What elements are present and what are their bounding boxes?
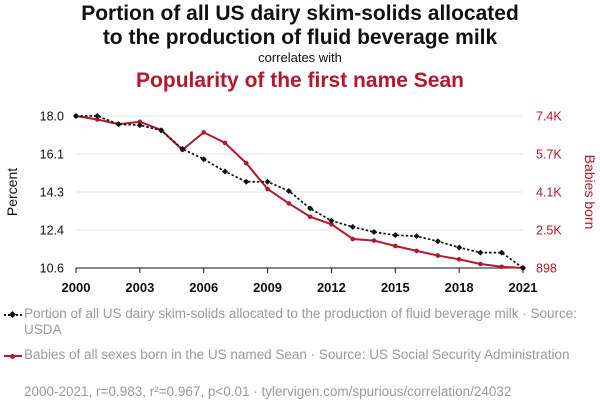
data-point-dairy bbox=[285, 187, 292, 194]
data-point-sean bbox=[286, 201, 292, 206]
x-tick-label: 2015 bbox=[381, 280, 410, 295]
legend-label-2: Babies of all sexes born in the US named… bbox=[24, 347, 570, 362]
y-right-tick-label: 5.7K bbox=[536, 148, 562, 162]
data-point-dairy bbox=[392, 232, 399, 239]
correlates-with-label: correlates with bbox=[258, 50, 342, 65]
data-point-sean bbox=[222, 140, 228, 146]
data-point-dairy bbox=[477, 249, 484, 256]
data-point-dairy bbox=[456, 244, 463, 251]
data-point-sean bbox=[456, 257, 462, 262]
data-point-dairy bbox=[94, 113, 101, 119]
y-right-tick-label: 7.4K bbox=[536, 110, 562, 124]
x-tick-label: 2012 bbox=[317, 280, 346, 295]
data-point-dairy bbox=[179, 145, 186, 152]
footer-stats: 2000-2021, r=0.983, r²=0.967, p<0.01 · t… bbox=[24, 384, 512, 399]
chart-title-secondary: Popularity of the first name Sean bbox=[136, 69, 464, 92]
data-point-dairy bbox=[73, 113, 79, 119]
x-tick-label: 2003 bbox=[125, 280, 154, 295]
data-point-dairy bbox=[328, 217, 335, 224]
data-point-dairy bbox=[264, 178, 271, 185]
legend-swatch-2 bbox=[4, 353, 22, 359]
data-point-sean bbox=[414, 248, 419, 254]
x-tick-label: 2000 bbox=[62, 280, 91, 295]
y-left-axis-title: Percent bbox=[4, 168, 20, 216]
legend-swatch-1 bbox=[4, 310, 22, 318]
data-point-sean bbox=[478, 261, 483, 267]
data-point-sean bbox=[350, 236, 356, 242]
data-point-dairy bbox=[498, 249, 505, 256]
data-point-dairy bbox=[434, 238, 441, 245]
data-point-sean bbox=[201, 130, 207, 135]
y-right-tick-label: 4.1K bbox=[536, 186, 562, 200]
y-right-axis-title: Babies born bbox=[582, 155, 598, 230]
data-point-sean bbox=[392, 243, 398, 249]
data-point-dairy bbox=[158, 127, 165, 134]
data-point-dairy bbox=[115, 121, 122, 128]
chart-title: Portion of all US dairy skim-solids allo… bbox=[0, 2, 600, 50]
data-point-sean bbox=[94, 117, 100, 122]
data-point-dairy bbox=[136, 122, 143, 129]
data-point-sean bbox=[243, 160, 249, 166]
data-point-sean bbox=[265, 186, 270, 192]
legend-label-1: Portion of all US dairy skim-solids allo… bbox=[24, 306, 578, 337]
data-point-sean bbox=[371, 238, 377, 243]
y-left-tick-label: 18.0 bbox=[40, 110, 64, 124]
data-point-sean bbox=[499, 264, 505, 270]
data-point-sean bbox=[137, 119, 143, 125]
data-point-dairy bbox=[243, 178, 250, 185]
x-tick-label: 2018 bbox=[445, 280, 474, 295]
y-left-tick-label: 10.6 bbox=[40, 262, 64, 276]
x-tick-label: 2006 bbox=[189, 280, 218, 295]
x-tick-label: 2021 bbox=[509, 280, 538, 295]
data-point-dairy bbox=[349, 223, 356, 230]
data-point-sean bbox=[329, 221, 334, 227]
data-point-dairy bbox=[222, 168, 228, 175]
data-point-sean bbox=[307, 214, 313, 220]
data-point-dairy bbox=[371, 229, 377, 236]
y-left-tick-label: 12.4 bbox=[40, 224, 64, 238]
chart-title-line2: to the production of fluid beverage milk bbox=[102, 26, 498, 49]
data-point-dairy bbox=[200, 156, 207, 163]
series-line-sean bbox=[75, 115, 524, 269]
data-point-dairy bbox=[413, 233, 420, 240]
y-right-tick-label: 2.5K bbox=[536, 224, 562, 238]
data-point-dairy bbox=[307, 205, 314, 212]
y-left-tick-label: 14.3 bbox=[40, 186, 64, 200]
y-left-tick-label: 16.1 bbox=[40, 148, 64, 162]
data-point-sean bbox=[435, 253, 441, 258]
chart-title-line1: Portion of all US dairy skim-solids allo… bbox=[81, 2, 519, 25]
x-tick-label: 2009 bbox=[253, 280, 282, 295]
data-point-dairy bbox=[520, 265, 526, 271]
y-right-tick-label: 898 bbox=[536, 262, 557, 276]
